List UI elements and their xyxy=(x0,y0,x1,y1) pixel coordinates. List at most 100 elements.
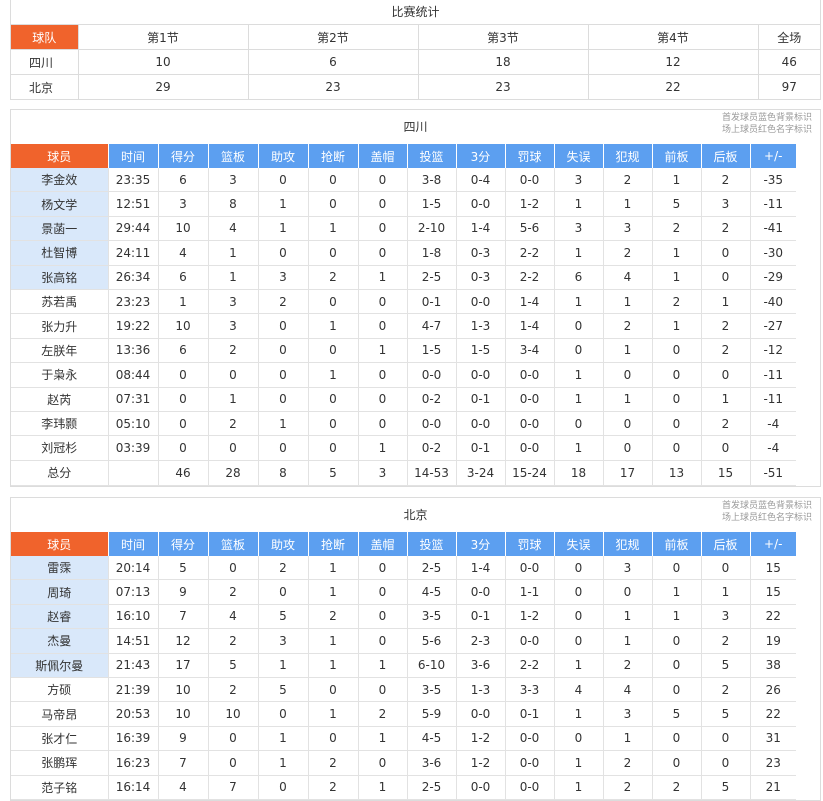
stat-ft: 5-6 xyxy=(504,216,554,242)
stat-dreb: 1 xyxy=(700,387,750,412)
total-row: 总分 46 28 8 5 3 14-53 3-24 15-24 18 17 13 15 -51 xyxy=(11,460,796,486)
stat-time: 16:14 xyxy=(107,775,158,800)
column-header-plus-minus: +/- xyxy=(749,144,796,168)
player-name: 李玮颢 xyxy=(11,411,108,437)
stat-ft: 0-0 xyxy=(504,726,554,752)
stat-fg: 4-7 xyxy=(406,313,456,339)
stat-fouls: 0 xyxy=(602,579,652,605)
stat-rebounds: 1 xyxy=(207,240,258,266)
stat-oreb: 0 xyxy=(651,387,701,412)
stat-fg: 6-10 xyxy=(406,653,456,678)
stat-ft: 3-4 xyxy=(504,338,554,364)
stat-dreb: 3 xyxy=(700,604,750,630)
stat-fouls: 3 xyxy=(602,556,652,581)
column-header-time: 时间 xyxy=(107,144,158,168)
stat-steals: 1 xyxy=(307,313,358,339)
stat-blocks: 0 xyxy=(357,216,407,242)
stat-three: 0-4 xyxy=(455,168,505,193)
summary-header-row: 球队 第1节 第2节 第3节 第4节 全场 xyxy=(11,24,820,50)
stat-steals: 1 xyxy=(307,628,358,654)
stat-fg: 3-8 xyxy=(406,168,456,193)
stat-rebounds: 2 xyxy=(207,338,258,364)
stat-steals: 1 xyxy=(307,701,358,727)
player-row: 景菡一 29:44 10 4 1 1 0 2-10 1-4 5-6 3 3 2 2 -41 xyxy=(11,216,796,242)
stat-assists: 1 xyxy=(257,750,308,776)
stat-assists: 0 xyxy=(257,168,308,193)
stat-plus-minus: -41 xyxy=(749,216,796,242)
stat-blocks: 0 xyxy=(357,579,407,605)
stat-points: 0 xyxy=(157,387,208,412)
summary-header-q2: 第2节 xyxy=(247,24,418,50)
stat-fouls: 1 xyxy=(602,726,652,752)
stat-fouls: 2 xyxy=(602,313,652,339)
stat-rebounds: 7 xyxy=(207,775,258,800)
stat-points: 6 xyxy=(157,265,208,290)
stat-steals: 0 xyxy=(307,338,358,364)
player-row: 马帝昂 20:53 10 10 0 1 2 5-9 0-0 0-1 1 3 5 5 22 xyxy=(11,701,796,727)
stat-rebounds: 2 xyxy=(207,411,258,437)
player-name: 马帝昂 xyxy=(11,701,108,727)
stat-assists: 0 xyxy=(257,240,308,266)
stat-plus-minus: -12 xyxy=(749,338,796,364)
stat-blocks: 0 xyxy=(357,750,407,776)
stat-steals: 0 xyxy=(307,289,358,315)
summary-row-sichuan: 四川 10 6 18 12 46 xyxy=(11,49,820,75)
stat-steals: 0 xyxy=(307,411,358,437)
total-plus-minus: -51 xyxy=(749,460,796,486)
stat-ft: 0-0 xyxy=(504,775,554,800)
stat-plus-minus: -4 xyxy=(749,435,796,461)
stat-fouls: 1 xyxy=(602,604,652,630)
stat-ft: 0-1 xyxy=(504,701,554,727)
stat-points: 9 xyxy=(157,579,208,605)
summary-cell: 18 xyxy=(417,49,588,75)
player-row: 张力升 19:22 10 3 0 1 0 4-7 1-3 1-4 0 2 1 2 -27 xyxy=(11,313,796,339)
player-name: 张力升 xyxy=(11,313,108,339)
summary-cell: 12 xyxy=(587,49,758,75)
stat-dreb: 2 xyxy=(700,313,750,339)
stat-turnovers: 1 xyxy=(553,362,603,388)
stat-time: 14:51 xyxy=(107,628,158,654)
stat-ft: 0-0 xyxy=(504,411,554,437)
column-header-fg: 投篮 xyxy=(406,144,456,168)
stat-plus-minus: -35 xyxy=(749,168,796,193)
total-turnovers: 18 xyxy=(553,460,603,486)
stat-points: 7 xyxy=(157,604,208,630)
player-name: 张高铭 xyxy=(11,265,108,290)
player-row: 张才仁 16:39 9 0 1 0 1 4-5 1-2 0-0 0 1 0 0 31 xyxy=(11,726,796,752)
stat-oreb: 0 xyxy=(651,338,701,364)
stat-fg: 0-0 xyxy=(406,411,456,437)
stat-points: 9 xyxy=(157,726,208,752)
team-section-sichuan: 四川 首发球员蓝色背景标识 场上球员红色名字标识 球员 时间 得分 篮板 助攻 抢断 盖帽投… xyxy=(10,109,821,487)
stat-fg: 0-2 xyxy=(406,387,456,412)
stat-oreb: 2 xyxy=(651,775,701,800)
stat-steals: 1 xyxy=(307,362,358,388)
stat-time: 20:53 xyxy=(107,701,158,727)
stat-rebounds: 2 xyxy=(207,579,258,605)
stat-oreb: 1 xyxy=(651,604,701,630)
player-row: 周琦 07:13 9 2 0 1 0 4-5 0-0 1-1 0 0 1 1 15 xyxy=(11,579,796,605)
stat-three: 1-2 xyxy=(455,750,505,776)
stat-ft: 2-2 xyxy=(504,240,554,266)
legend: 首发球员蓝色背景标识 场上球员红色名字标识 xyxy=(722,500,812,524)
stat-rebounds: 0 xyxy=(207,726,258,752)
summary-table: 球队 第1节 第2节 第3节 第4节 全场 四川 10 6 18 12 46 北… xyxy=(11,24,820,99)
summary-header-q1: 第1节 xyxy=(77,24,248,50)
stat-rebounds: 3 xyxy=(207,168,258,193)
stat-dreb: 0 xyxy=(700,240,750,266)
stat-steals: 0 xyxy=(307,191,358,217)
player-row: 杜智博 24:11 4 1 0 0 0 1-8 0-3 2-2 1 2 1 0 -30 xyxy=(11,240,796,266)
total-assists: 8 xyxy=(257,460,308,486)
summary-cell: 22 xyxy=(587,74,758,99)
stat-assists: 1 xyxy=(257,726,308,752)
player-row: 赵芮 07:31 0 1 0 0 0 0-2 0-1 0-0 1 1 0 1 -11 xyxy=(11,387,796,412)
summary-cell: 23 xyxy=(417,74,588,99)
stat-plus-minus: 15 xyxy=(749,556,796,581)
summary-cell: 97 xyxy=(757,74,820,99)
stat-steals: 2 xyxy=(307,604,358,630)
stat-dreb: 0 xyxy=(700,265,750,290)
stat-plus-minus: -11 xyxy=(749,387,796,412)
summary-title: 比赛统计 xyxy=(391,5,440,19)
stat-rebounds: 3 xyxy=(207,313,258,339)
stat-blocks: 1 xyxy=(357,265,407,290)
stat-fouls: 1 xyxy=(602,289,652,315)
